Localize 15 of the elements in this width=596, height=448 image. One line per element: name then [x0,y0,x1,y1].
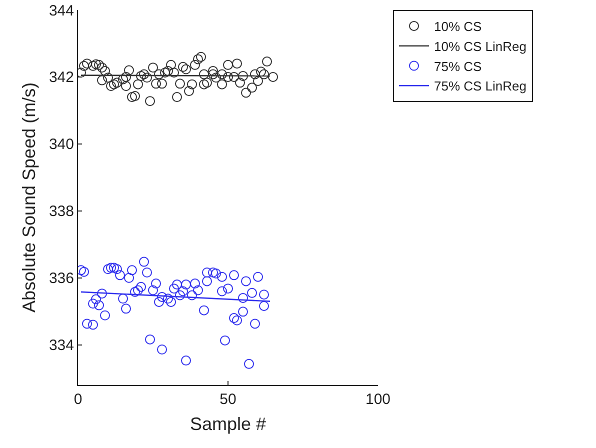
y-tick-label: 334 [48,337,74,354]
y-tick-label: 344 [48,2,74,20]
legend-label: 10% CS LinReg [434,38,526,54]
x-tick-label: 0 [74,391,82,408]
x-tick-label: 50 [220,391,236,408]
y-tick-label: 338 [48,203,74,220]
x-axis-title: Sample # [190,414,266,434]
legend-label: 75% CS [434,58,482,74]
y-tick-label: 342 [48,69,74,86]
legend-label: 75% CS LinReg [434,78,526,94]
legend-label: 10% CS [434,19,482,34]
y-tick-label: 336 [48,270,74,288]
x-tick-label: 100 [365,391,391,408]
y-tick-label: 340 [48,136,74,154]
y-axis-title: Absolute Sound Speed (m/s) [19,82,40,313]
